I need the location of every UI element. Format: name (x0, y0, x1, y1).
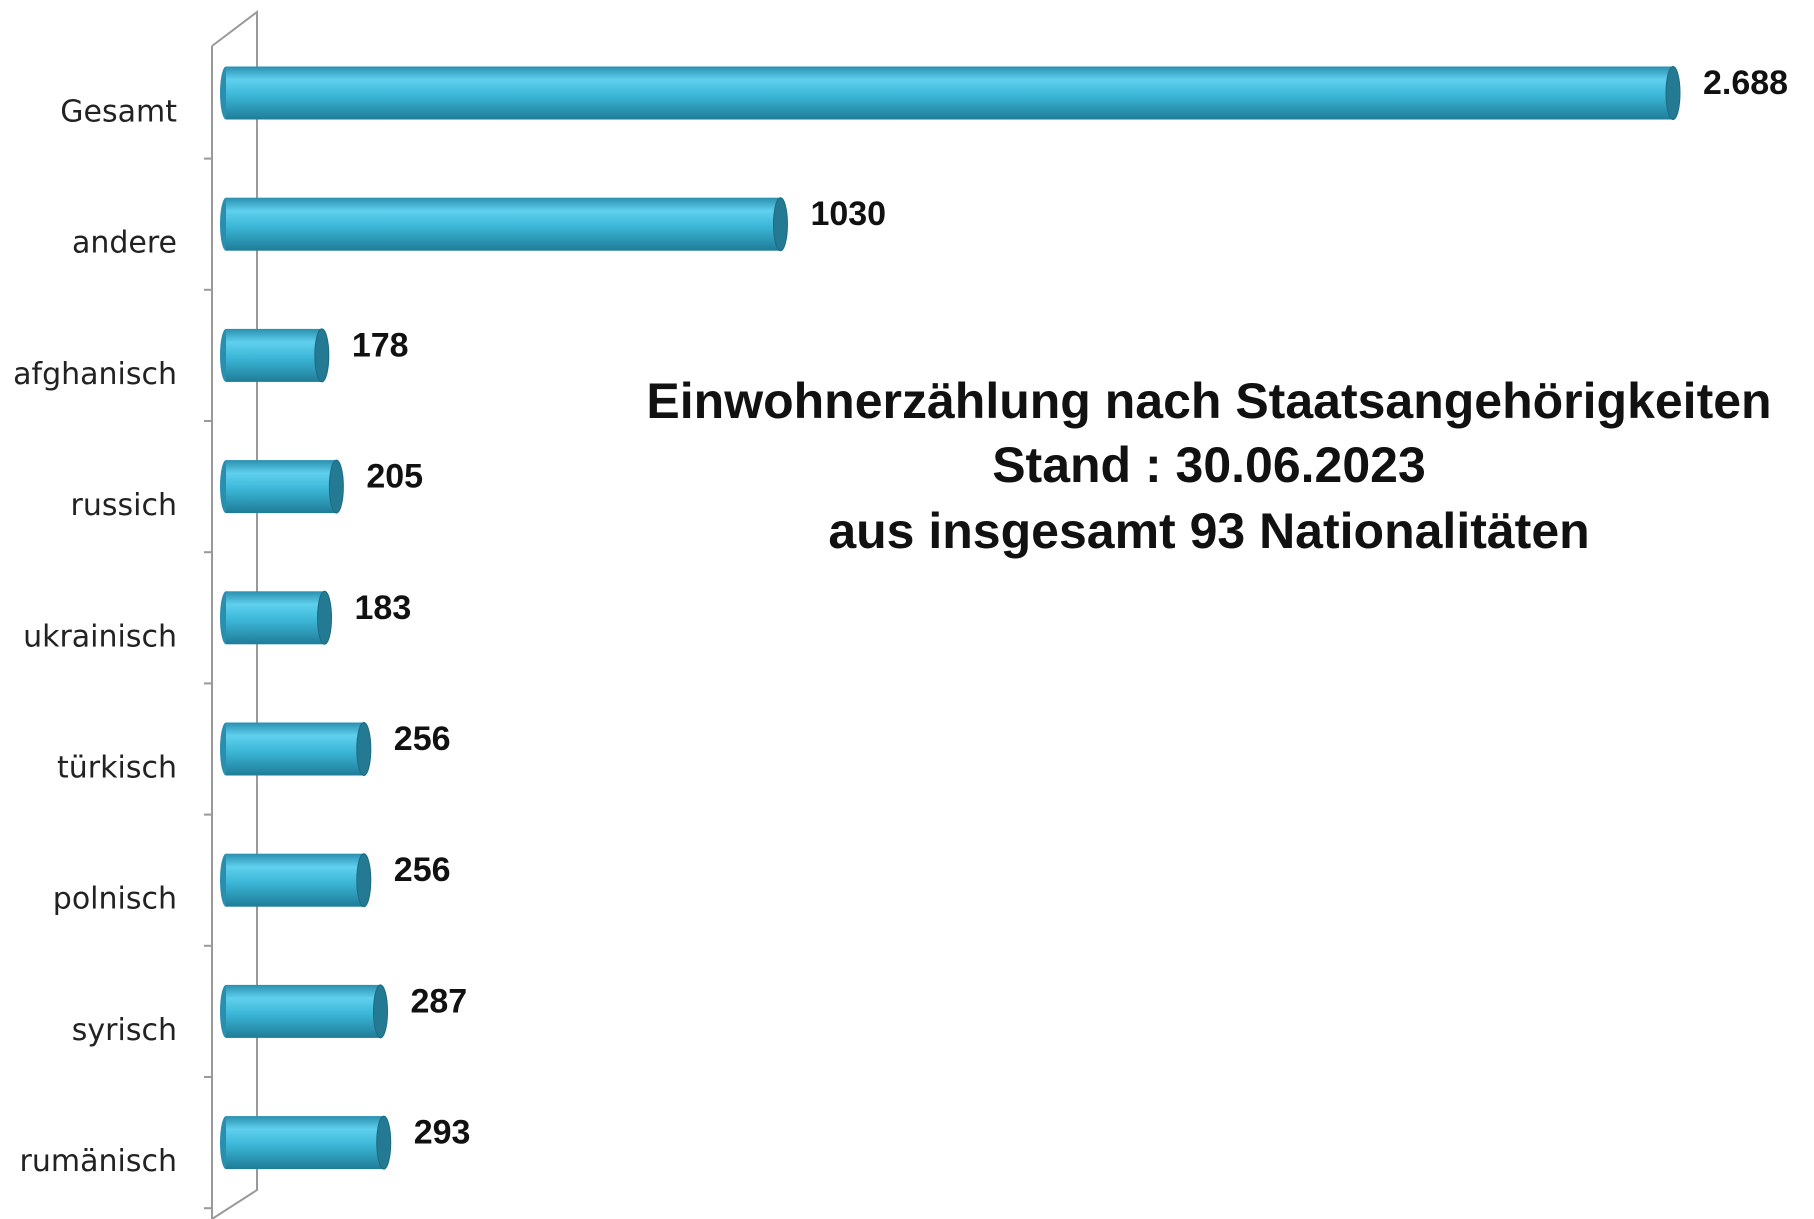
chart-title: Einwohnerzählung nach Staatsangehörigkei… (646, 373, 1771, 429)
chart-subtitle: aus insgesamt 93 Nationalitäten (828, 503, 1589, 559)
bar (226, 197, 781, 251)
bar-cap (317, 590, 333, 645)
bar-cap (1665, 66, 1681, 120)
category-label: russich (71, 488, 177, 523)
bar-cap (772, 197, 788, 252)
category-label: afghanisch (13, 357, 177, 392)
bar-cap (356, 853, 372, 908)
value-label: 2.688 (1703, 64, 1788, 102)
value-label: 178 (352, 326, 409, 364)
bar (226, 722, 364, 776)
bar (226, 853, 364, 907)
chart-subtitle: Stand : 30.06.2023 (992, 437, 1426, 493)
bar-cap (314, 328, 330, 383)
category-label: syrisch (72, 1013, 177, 1048)
bar-cap (372, 984, 388, 1039)
bar-cap (376, 1115, 392, 1170)
bar (226, 460, 337, 514)
value-label: 205 (366, 458, 423, 496)
value-label: 256 (394, 851, 451, 889)
category-label: ukrainisch (23, 619, 177, 654)
value-label: 293 (414, 1114, 471, 1152)
bar (226, 1116, 384, 1170)
bar (226, 591, 325, 645)
value-label: 183 (355, 589, 412, 627)
bar (226, 984, 381, 1038)
bar-cap (328, 459, 344, 514)
category-label: türkisch (57, 751, 177, 786)
bar (226, 66, 1673, 120)
category-label: polnisch (53, 882, 177, 917)
value-label: 1030 (810, 195, 886, 233)
bar-cap (356, 722, 372, 776)
category-label: andere (72, 226, 177, 261)
value-label: 287 (410, 982, 467, 1020)
bar (226, 328, 322, 382)
category-label: Gesamt (60, 95, 177, 130)
value-label: 256 (394, 720, 451, 758)
category-label: rumänisch (20, 1144, 177, 1179)
